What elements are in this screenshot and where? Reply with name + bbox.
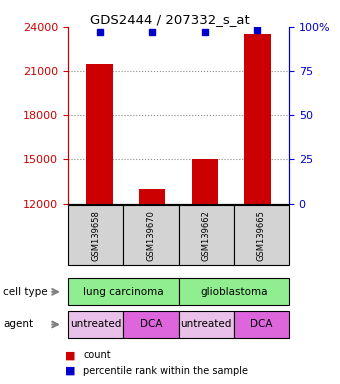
Text: untreated: untreated	[70, 319, 121, 329]
Bar	[86, 64, 113, 204]
Bar	[192, 159, 218, 204]
Text: GSM139662: GSM139662	[202, 210, 210, 261]
Text: DCA: DCA	[140, 319, 162, 329]
Text: percentile rank within the sample: percentile rank within the sample	[83, 366, 248, 376]
Text: glioblastoma: glioblastoma	[200, 287, 268, 297]
Text: untreated: untreated	[181, 319, 232, 329]
Text: ■: ■	[65, 350, 75, 360]
Bar	[244, 34, 271, 204]
Text: agent: agent	[3, 319, 34, 329]
Text: lung carcinoma: lung carcinoma	[83, 287, 164, 297]
Text: GSM139665: GSM139665	[257, 210, 266, 261]
Text: ■: ■	[65, 366, 75, 376]
Text: GSM139670: GSM139670	[147, 210, 155, 261]
Text: count: count	[83, 350, 111, 360]
Bar	[139, 189, 165, 204]
Text: GDS2444 / 207332_s_at: GDS2444 / 207332_s_at	[90, 13, 250, 26]
Text: DCA: DCA	[250, 319, 273, 329]
Text: GSM139658: GSM139658	[91, 210, 100, 261]
Text: cell type: cell type	[3, 287, 48, 297]
